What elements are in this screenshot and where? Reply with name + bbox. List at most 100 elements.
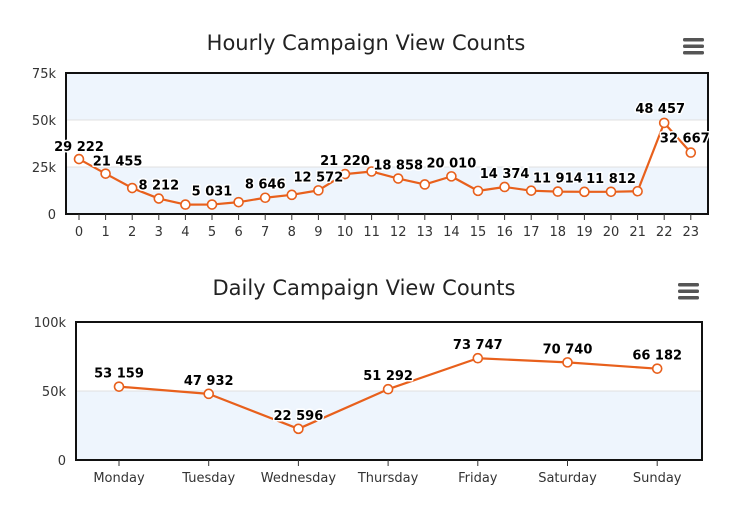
x-tick-label: 13	[417, 225, 434, 240]
data-label: 21 220	[320, 154, 370, 169]
hourly-chart: Hourly Campaign View Counts 0 25k 50k 75k 0 1…	[32, 31, 711, 240]
data-label: 20 010	[427, 156, 477, 171]
data-point[interactable]	[313, 185, 324, 196]
data-label: 11 914	[533, 172, 583, 187]
data-label: 53 159	[94, 367, 144, 382]
data-point[interactable]	[339, 168, 351, 180]
x-tick-label: Monday	[93, 471, 145, 486]
y-tick-label: 0	[48, 208, 56, 223]
data-point[interactable]	[472, 185, 484, 197]
data-point[interactable]	[685, 147, 697, 158]
data-point[interactable]	[153, 193, 165, 204]
data-label: 70 740	[543, 342, 593, 357]
x-tick-label: 3	[155, 225, 163, 240]
data-label: 29 222	[54, 140, 104, 155]
x-tick-label: Sunday	[633, 471, 682, 486]
data-point[interactable]	[73, 153, 85, 165]
x-tick-label: 15	[470, 225, 487, 240]
x-tick-label: Thursday	[357, 471, 419, 486]
data-point[interactable]	[651, 363, 663, 374]
x-tick-label: 12	[390, 225, 407, 240]
data-point[interactable]	[259, 192, 271, 204]
chart-title: Daily Campaign View Counts	[213, 276, 516, 300]
x-tick-label: 9	[314, 225, 322, 240]
x-tick-label: 16	[496, 225, 513, 240]
data-point[interactable]	[525, 185, 537, 196]
x-tick-label: Tuesday	[181, 471, 235, 486]
y-tick-label: 50k	[42, 385, 67, 400]
plot-frame	[65, 72, 709, 215]
data-label: 21 455	[93, 155, 143, 170]
plot-area: 0 50k 100k Monday Tuesday Wednesday Thursday Fr…	[34, 316, 703, 486]
data-point[interactable]	[632, 185, 643, 197]
x-tick-label: 14	[443, 225, 460, 240]
x-tick-label: Saturday	[538, 471, 597, 486]
x-tick-label: 1	[101, 225, 109, 240]
x-tick-label: 0	[75, 225, 83, 240]
x-tick-label: 5	[208, 225, 216, 240]
plot-frame	[75, 321, 703, 461]
data-point[interactable]	[100, 168, 111, 179]
hamburger-menu-icon[interactable]	[683, 38, 704, 55]
x-tick-label: 7	[261, 225, 269, 240]
data-point[interactable]	[392, 173, 404, 184]
x-tick-label: 21	[629, 225, 646, 240]
x-tick-label: 22	[656, 225, 673, 240]
data-point[interactable]	[113, 381, 125, 392]
data-point[interactable]	[180, 199, 191, 210]
data-point[interactable]	[579, 186, 590, 198]
data-point[interactable]	[233, 196, 244, 208]
data-point[interactable]	[126, 182, 138, 194]
chart-title: Hourly Campaign View Counts	[207, 31, 526, 55]
data-point[interactable]	[293, 423, 304, 435]
x-tick-label: 11	[363, 225, 380, 240]
data-label: 47 932	[184, 374, 234, 389]
data-point[interactable]	[499, 181, 510, 193]
x-tick-label: 18	[550, 225, 567, 240]
daily-chart: Daily Campaign View Counts 0 50k 100k Monda…	[34, 276, 703, 486]
data-point[interactable]	[552, 186, 564, 197]
x-tick-label: 8	[288, 225, 296, 240]
data-label: 73 747	[453, 338, 503, 353]
data-label: 32 667	[660, 132, 710, 147]
data-label: 8 212	[138, 179, 179, 194]
y-tick-label: 50k	[32, 114, 57, 129]
data-point[interactable]	[658, 117, 670, 129]
data-label: 66 182	[632, 349, 682, 364]
data-point[interactable]	[419, 179, 431, 190]
data-label: 18 858	[373, 159, 423, 174]
x-tick-label: 10	[337, 225, 354, 240]
x-tick-label: 2	[128, 225, 136, 240]
x-tick-label: 17	[523, 225, 540, 240]
data-label: 22 596	[274, 409, 324, 424]
x-tick-label: Friday	[458, 471, 498, 486]
hamburger-menu-icon[interactable]	[678, 283, 699, 300]
x-tick-label: 6	[234, 225, 242, 240]
data-point[interactable]	[206, 199, 218, 210]
data-label: 51 292	[363, 369, 413, 384]
data-label: 11 812	[586, 172, 636, 187]
data-label: 8 646	[245, 178, 286, 193]
data-point[interactable]	[562, 357, 573, 368]
x-tick-label: 19	[576, 225, 593, 240]
x-tick-label: 20	[603, 225, 620, 240]
y-tick-label: 100k	[34, 316, 67, 331]
data-point[interactable]	[605, 186, 617, 198]
data-point[interactable]	[286, 189, 298, 201]
data-label: 12 572	[294, 170, 344, 185]
x-tick-label: Wednesday	[261, 471, 337, 486]
data-point[interactable]	[366, 166, 377, 177]
data-point[interactable]	[382, 383, 394, 395]
data-label: 14 374	[480, 167, 530, 182]
y-tick-label: 0	[58, 454, 66, 469]
y-tick-label: 25k	[32, 161, 57, 176]
data-point[interactable]	[203, 388, 214, 400]
y-tick-label: 75k	[32, 67, 57, 82]
plot-band-light	[66, 120, 708, 167]
data-point[interactable]	[446, 171, 457, 182]
data-point[interactable]	[472, 352, 484, 364]
x-tick-label: 23	[683, 225, 700, 240]
plot-band	[76, 391, 702, 460]
